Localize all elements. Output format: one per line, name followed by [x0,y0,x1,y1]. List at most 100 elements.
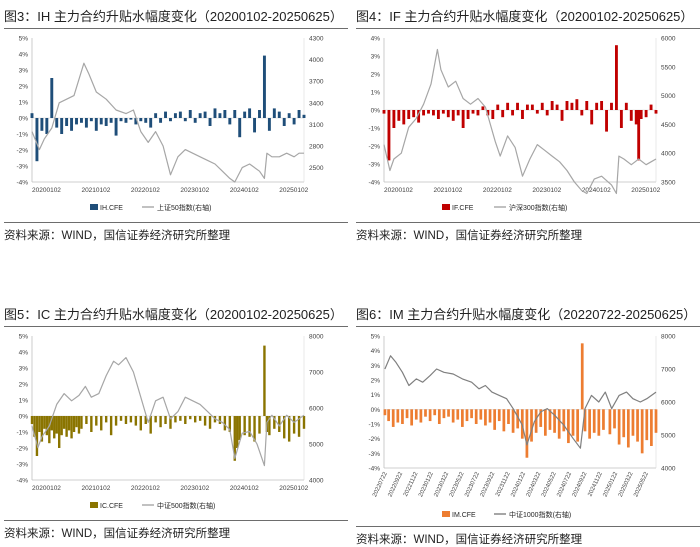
bar-mark [624,102,628,110]
x-tick-label: 20250102 [279,187,308,194]
bar-mark [602,409,605,430]
ih-chart: 5% 4% 3% 2% 1% 0% -1% -2% -3% -4% 4300 4000 3700 3400… [16,36,324,213]
bar-mark [588,409,591,439]
x-tick-label: 20220102 [131,485,160,492]
bar-mark [548,409,552,430]
bar-mark [640,409,644,454]
y-left-tick-label: 3% [19,68,29,75]
y-right-tick-label: 4000 [309,57,324,64]
bar-mark [539,409,543,427]
y-right-tick-label: 2500 [309,165,324,172]
y-left-tick-label: 1% [19,398,29,405]
bar-mark [534,409,538,433]
bar-mark [553,409,556,433]
y-left-tick-label: 5% [19,334,29,341]
bar-mark [530,409,533,442]
bar-mark [159,416,162,428]
index-line [31,357,305,467]
bar-mark [608,409,612,435]
bar-mark [218,113,222,118]
bar-mark [626,409,630,448]
bar-mark [70,416,73,439]
bar-mark [164,416,167,424]
bar-mark [50,416,53,431]
bar-mark [248,108,252,118]
legend-label-line: 中证1000指数(右轴) [509,510,571,519]
x-tick-label: 20200102 [32,485,61,492]
bar-mark [90,416,93,432]
bar-mark [562,409,566,432]
bar-mark [223,110,227,118]
bar-mark [283,416,286,439]
bar-mark [466,110,470,119]
bar-mark [84,118,88,128]
bar-mark [497,409,501,422]
x-tick-label: 20250322 [618,471,635,498]
bar-mark [493,409,497,430]
bar-mark [43,416,46,429]
bar-mark [597,409,601,436]
bar-mark [100,416,103,431]
bar-mark [580,110,584,116]
bar-mark [253,416,256,442]
bar-mark [461,110,465,128]
bar-mark [33,416,36,437]
x-tick-label: 20210102 [81,187,110,194]
bar-mark [506,102,510,110]
y-left-tick-label: 1% [371,90,381,97]
y-right-tick-label: 5500 [661,64,676,71]
bar-mark [179,416,182,421]
bar-mark [613,409,616,429]
source-note: 资料来源：WIND，国信证券经济研究所整理 [356,222,700,243]
bar-mark [139,416,142,431]
x-tick-label: 20250102 [631,187,660,194]
bar-mark [62,416,66,429]
chart-title: 图3：IH 主力合约升贴水幅度变化（20200102-20250625） [4,6,348,29]
bar-mark [507,409,510,424]
bar-mark [585,101,589,110]
bar-mark [622,409,626,438]
y-left-tick-label: -3% [368,451,380,458]
y-right-tick-label: 7000 [309,370,324,377]
y-right-tick-label: 4000 [309,478,324,485]
y-right-tick-label: 4000 [661,466,676,473]
bar-mark [159,118,163,123]
bar-mark [555,104,559,110]
y-right-tick-label: 4000 [661,151,676,158]
bar-mark [516,102,519,110]
bar-mark [654,110,658,114]
y-left-tick-label: 0% [371,108,381,115]
bar-mark [617,409,621,445]
y-left-tick-label: 4% [371,36,381,43]
bar-mark [560,110,564,121]
bar-mark [188,110,192,118]
bar-mark [470,409,473,419]
bar-mark [383,409,387,416]
bar-mark [525,104,529,110]
bar-mark [446,110,450,118]
legend-swatch-bar [90,502,98,508]
bar-mark [228,118,232,125]
x-tick-label: 20230102 [180,187,209,194]
bar-mark [540,102,544,110]
y-left-tick-label: -1% [368,126,380,133]
x-tick-label: 20240102 [230,187,259,194]
bar-mark [184,416,187,424]
bar-mark [387,409,390,422]
y-right-tick-label: 7000 [661,367,676,374]
bar-mark [30,416,34,424]
bar-mark [456,409,460,420]
bar-mark [173,113,177,118]
bar-mark [213,108,217,118]
bar-mark [238,118,242,138]
legend-swatch-bar [90,204,98,210]
y-left-tick-label: 4% [371,348,381,355]
y-right-tick-label: 3700 [309,79,324,86]
bar-mark [636,409,639,442]
bar-mark [545,110,549,116]
bar-mark [248,416,251,437]
y-left-tick-label: 4% [19,52,29,59]
y-left-tick-label: 3% [19,366,29,373]
y-right-tick-label: 8000 [309,334,324,341]
bar-mark [576,409,579,442]
